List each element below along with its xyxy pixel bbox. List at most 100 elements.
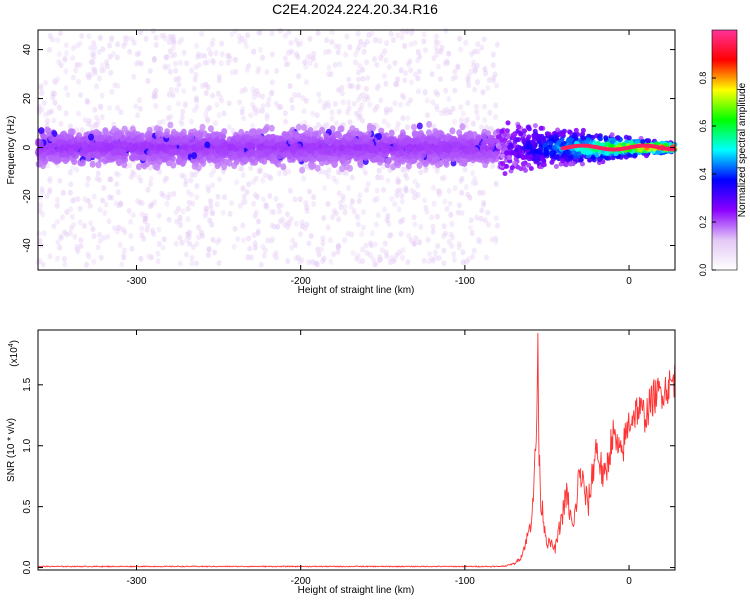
heatmap-cell — [307, 59, 313, 66]
heatmap-cell — [336, 87, 342, 94]
colorbar-tick-label: 0.6 — [698, 120, 708, 133]
heatmap-cell — [335, 244, 341, 250]
heatmap-cell — [246, 63, 252, 69]
heatmap-cell — [458, 46, 464, 53]
heatmap-cell — [481, 201, 487, 208]
heatmap-cell — [139, 232, 145, 239]
heatmap-cell — [342, 209, 348, 216]
heatmap-cell — [377, 253, 383, 260]
heatmap-cell — [173, 67, 179, 74]
heatmap-cell — [189, 67, 194, 74]
heatmap-cell — [88, 71, 94, 78]
heatmap-cell — [299, 219, 305, 226]
heatmap-cell — [336, 216, 342, 223]
heatmap-cell — [221, 163, 228, 171]
heatmap-cell — [312, 125, 318, 132]
heatmap-cell — [433, 44, 439, 51]
heatmap-cell — [436, 63, 441, 70]
y-tick-label: 40 — [22, 44, 33, 56]
heatmap-cell — [74, 61, 80, 68]
heatmap-cell — [138, 255, 144, 262]
heatmap-cell — [403, 70, 409, 76]
heatmap-cell — [355, 30, 361, 37]
heatmap-cell — [431, 184, 436, 191]
heatmap-cell — [115, 171, 121, 178]
heatmap-cell — [434, 167, 440, 174]
heatmap-cell — [133, 103, 139, 110]
heatmap-cell — [214, 101, 220, 108]
heatmap-cell — [179, 36, 185, 43]
heatmap-cell — [468, 225, 473, 231]
heatmap-cell — [409, 30, 414, 36]
heatmap-cell — [264, 149, 271, 157]
heatmap-cell — [39, 106, 45, 113]
heatmap-cell — [179, 120, 185, 127]
heatmap-cell — [335, 249, 341, 255]
heatmap-cell — [154, 163, 161, 171]
snr-multiplier-base: (x10 — [9, 347, 20, 367]
heatmap-cell — [225, 52, 231, 59]
heatmap-cell — [303, 63, 309, 70]
heatmap-cell — [35, 160, 42, 168]
heatmap-cell — [85, 99, 91, 106]
heatmap-cell — [353, 51, 359, 58]
heatmap-cell — [285, 60, 291, 67]
heatmap-cell — [548, 150, 554, 156]
heatmap-cell — [392, 144, 399, 152]
heatmap-cell — [356, 44, 362, 50]
heatmap-cell — [129, 36, 135, 43]
heatmap-cell — [252, 106, 258, 112]
heatmap-cell — [97, 206, 103, 213]
heatmap-cell — [256, 168, 262, 175]
heatmap-cell — [115, 189, 121, 196]
heatmap-cell — [514, 137, 520, 143]
heatmap-cell — [151, 56, 157, 63]
heatmap-cell — [280, 216, 286, 223]
heatmap-cell — [577, 151, 582, 157]
heatmap-cell — [465, 139, 472, 147]
heatmap-cell — [81, 146, 88, 154]
heatmap-cell — [196, 224, 202, 231]
heatmap-cell — [535, 134, 540, 140]
heatmap-cell — [170, 33, 176, 40]
heatmap-cell — [90, 65, 96, 72]
heatmap-cell — [406, 60, 411, 67]
heatmap-cell — [168, 86, 174, 93]
heatmap-cell — [325, 224, 331, 231]
heatmap-cell — [346, 185, 352, 192]
heatmap-cell — [455, 209, 461, 216]
heatmap-cell — [386, 64, 392, 70]
heatmap-cell — [523, 167, 528, 173]
heatmap-cell — [400, 247, 406, 254]
heatmap-cell — [75, 196, 81, 202]
heatmap-cell — [109, 194, 115, 201]
heatmap-cell — [424, 97, 430, 104]
heatmap-cell — [434, 106, 440, 113]
heatmap-cell — [210, 57, 216, 64]
heatmap-cell — [359, 102, 365, 109]
heatmap-cell — [258, 261, 264, 268]
heatmap-cell — [402, 77, 408, 84]
heatmap-cell — [258, 46, 263, 53]
heatmap-cell — [463, 117, 469, 124]
heatmap-cell — [284, 211, 290, 218]
heatmap-cell — [269, 51, 275, 58]
heatmap-cell — [532, 123, 538, 129]
heatmap-cell — [439, 175, 445, 182]
heatmap-cell — [260, 243, 266, 250]
heatmap-cell — [310, 110, 316, 117]
heatmap-cell — [338, 204, 344, 211]
heatmap-cell — [253, 138, 260, 146]
heatmap-cell — [384, 217, 390, 224]
heatmap-cell — [286, 152, 293, 160]
heatmap-cell — [265, 101, 271, 108]
heatmap-cell — [229, 31, 235, 38]
heatmap-cell — [146, 149, 153, 157]
heatmap-cell — [499, 128, 505, 134]
heatmap-cell — [257, 150, 264, 158]
heatmap-cell — [67, 128, 74, 136]
heatmap-cell — [349, 83, 355, 90]
heatmap-cell — [53, 79, 58, 86]
heatmap-cell — [372, 56, 377, 62]
heatmap-cell — [195, 53, 201, 60]
